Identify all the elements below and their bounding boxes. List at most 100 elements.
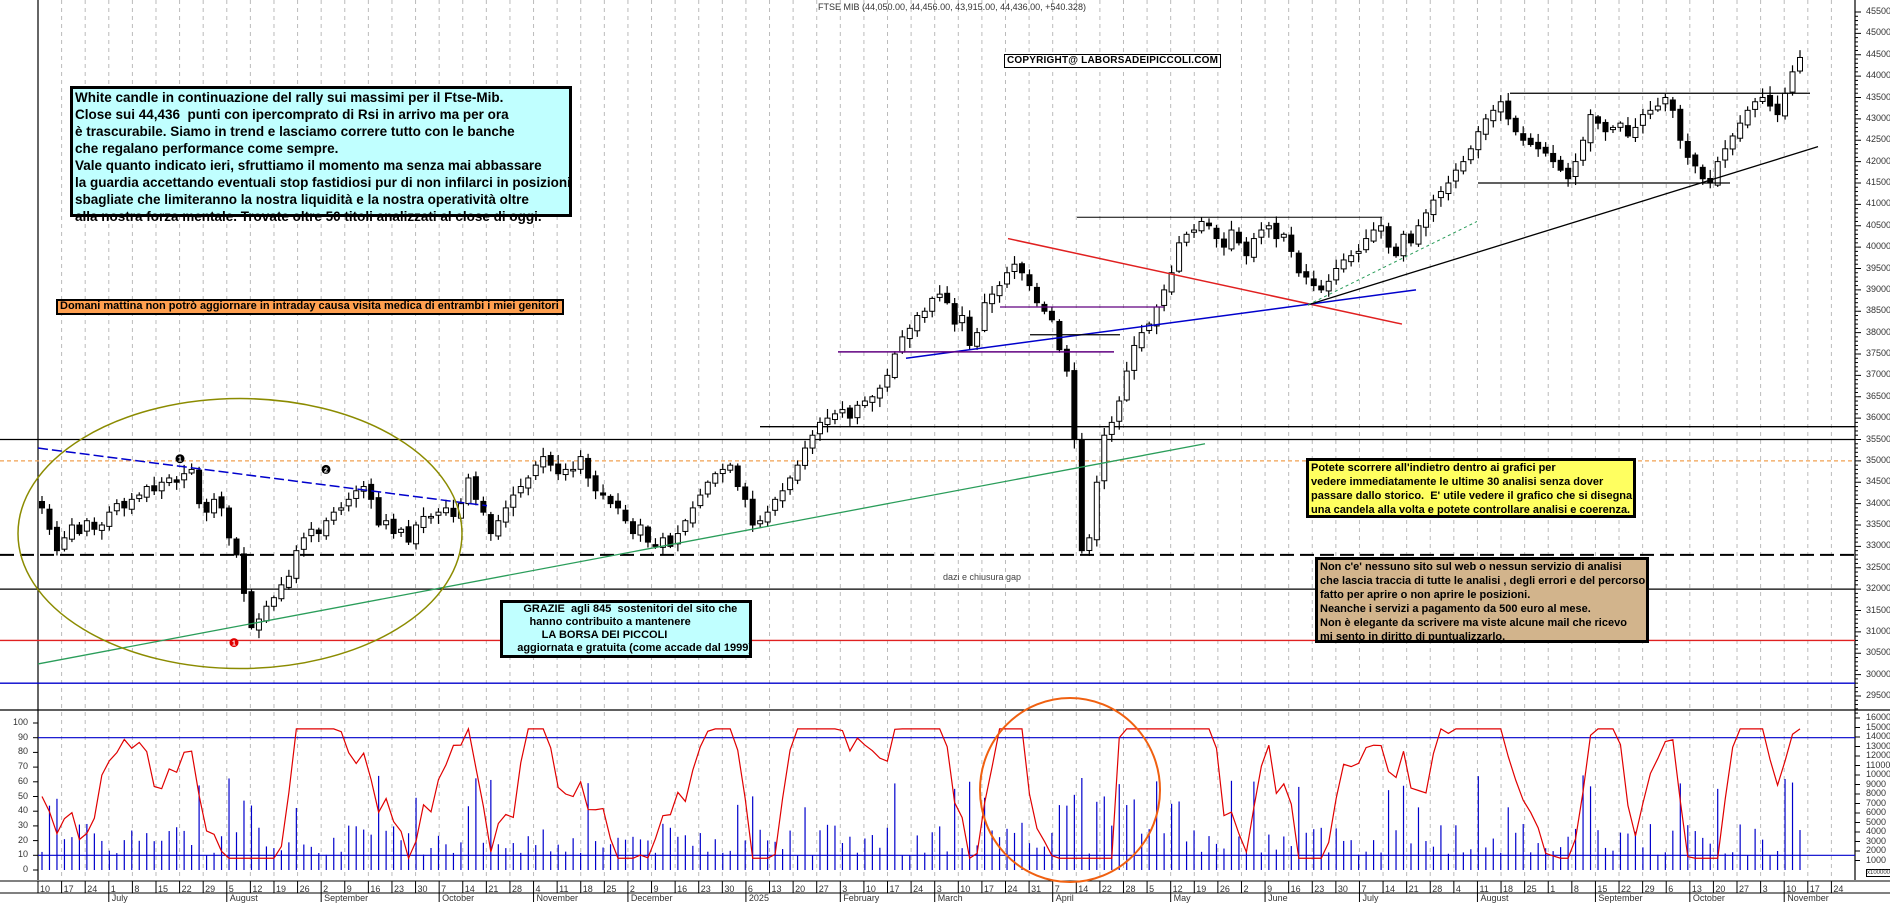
candle-body [1295, 252, 1302, 274]
candle-body [1318, 285, 1325, 291]
date-tick-label: 3 [842, 884, 848, 894]
rsi-highlight-circle [979, 697, 1161, 883]
date-tick-label: 5 [1149, 884, 1155, 894]
trendline-black-support [1307, 146, 1819, 306]
volume-tick-label: 13000 [1866, 740, 1890, 751]
volume-tick-label: 7000 [1866, 797, 1887, 808]
candle-body [1348, 255, 1355, 263]
candle-body [323, 520, 330, 537]
volume-tick-label: 4000 [1866, 826, 1887, 836]
candle-body [480, 500, 487, 513]
price-tick-label: 33500 [1866, 519, 1890, 529]
candle-body [1580, 139, 1587, 161]
candle-body [689, 507, 696, 524]
candle-body [158, 481, 165, 492]
candle-body [1452, 169, 1459, 182]
candle-body [1093, 481, 1100, 541]
candle-body [1460, 161, 1467, 172]
candle-body [345, 498, 352, 507]
candle-body [1355, 250, 1362, 254]
candle-body [1153, 306, 1160, 327]
candle-body [270, 597, 277, 607]
candle-body [420, 515, 427, 528]
price-tick-label: 32000 [1866, 583, 1890, 594]
candle-body [1340, 259, 1347, 270]
candle-body [899, 336, 906, 353]
candle-body [772, 498, 779, 511]
candle-body [966, 316, 973, 346]
candle-body [996, 285, 1003, 297]
candle-body [465, 477, 472, 505]
candle-body [1609, 126, 1616, 131]
candle-body [540, 456, 547, 468]
price-tick-label: 43500 [1866, 91, 1890, 102]
price-tick-label: 30500 [1866, 647, 1890, 658]
candle-body [1273, 222, 1280, 240]
rsi-tick-label: 40 [17, 805, 28, 816]
candle-body [1378, 225, 1385, 232]
candle-body [248, 591, 255, 629]
candle-body [1363, 238, 1370, 251]
candle-body [757, 520, 764, 525]
volume-tick-label: 5000 [1866, 816, 1887, 827]
date-tick-label: 21 [488, 884, 499, 894]
date-tick-label: 14 [464, 884, 475, 894]
candle-body [592, 475, 599, 492]
candle-body [128, 498, 135, 510]
volume-tick-label: 1000 [1866, 854, 1887, 865]
date-tick-label: 7 [1361, 884, 1367, 894]
candle-body [1407, 233, 1414, 244]
price-tick-label: 44000 [1866, 70, 1890, 81]
price-tick-label: 40000 [1866, 241, 1890, 252]
candle-body [629, 521, 636, 535]
date-tick-label: 4 [1455, 884, 1461, 894]
candle-body [974, 332, 981, 347]
date-tick-label: 17 [889, 884, 900, 894]
candle-body [1026, 274, 1033, 287]
rsi-tick-label: 50 [17, 790, 28, 801]
candle-body [1108, 421, 1115, 435]
candle-body [1161, 289, 1168, 306]
candle-body [1004, 272, 1011, 285]
date-tick-label: 17 [983, 884, 994, 894]
date-tick-label: 8 [134, 884, 140, 894]
month-label: April [1055, 893, 1074, 903]
date-tick-label: 19 [275, 884, 286, 894]
candle-body [315, 529, 322, 535]
candle-body [1228, 229, 1235, 250]
date-tick-label: 13 [1691, 884, 1702, 894]
price-tick-label: 43000 [1866, 112, 1890, 123]
price-tick-label: 40500 [1866, 219, 1890, 230]
candle-body [218, 496, 225, 509]
candle-body [435, 511, 442, 516]
candle-body [1624, 125, 1631, 137]
candle-body [1744, 109, 1751, 126]
candle-body [136, 494, 143, 500]
date-tick-label: 12 [1172, 884, 1183, 894]
candle-body [472, 476, 479, 500]
candle-body [375, 497, 382, 526]
candle-body [734, 465, 741, 488]
volume-tick-label: 16000 [1866, 712, 1890, 722]
marker-number: 1 [232, 641, 236, 648]
candle-body [1759, 97, 1766, 102]
candle-body [809, 434, 816, 449]
rsi-tick-label: 80 [17, 746, 28, 757]
price-tick-label: 32500 [1866, 561, 1890, 572]
candle-body [1722, 148, 1729, 161]
candle-body [764, 511, 771, 523]
candle-body [906, 327, 913, 340]
candle-body [1497, 101, 1504, 113]
rsi-tick-label: 90 [17, 731, 28, 742]
volume-tick-label: 15000 [1866, 721, 1890, 732]
price-tick-label: 38500 [1866, 305, 1890, 316]
price-tick-label: 45000 [1866, 27, 1890, 38]
candle-body [884, 374, 891, 388]
candle-body [532, 464, 539, 477]
marker-number: 1 [178, 457, 182, 464]
date-tick-label: 18 [582, 884, 593, 894]
candle-body [1011, 263, 1018, 272]
date-tick-label: 10 [960, 884, 971, 894]
price-tick-label: 42500 [1866, 134, 1890, 145]
month-label: August [229, 893, 258, 903]
